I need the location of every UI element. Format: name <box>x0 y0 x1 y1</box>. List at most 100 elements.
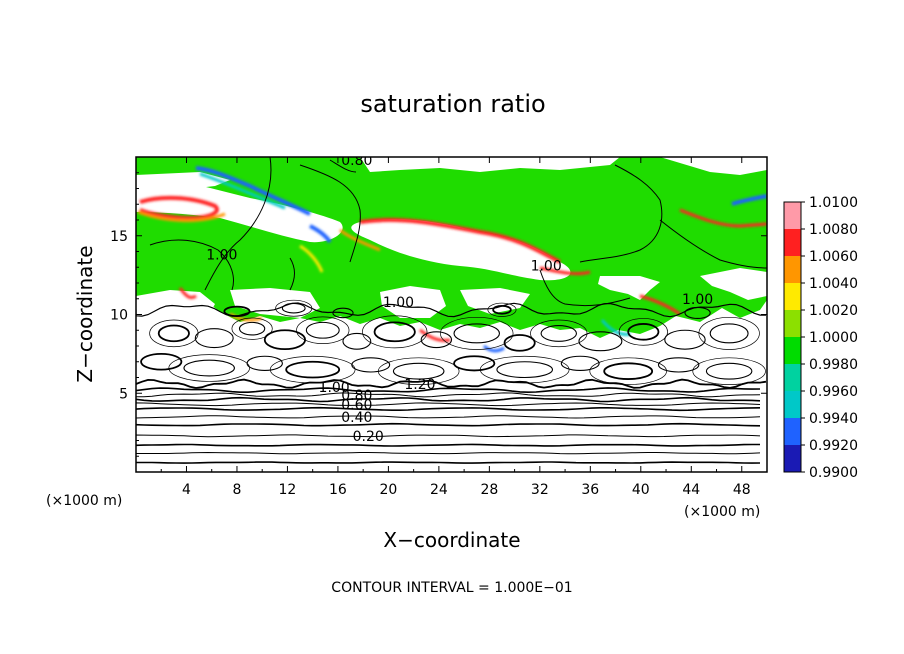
turbulent-contour-outer <box>377 357 460 385</box>
turbulent-contour <box>657 357 700 373</box>
turbulent-contour <box>503 334 536 352</box>
colorbar: 0.9900 0.9920 0.9940 0.9960 0.9980 1.0000 1.00… <box>783 195 858 481</box>
turbulent-contour <box>373 321 416 343</box>
stratified-contour-line <box>136 434 761 438</box>
colorbar-tick-label: 1.0100 <box>809 195 858 211</box>
colorbar-tick-label: 1.0060 <box>809 249 858 265</box>
turbulent-contour-outer <box>168 354 250 382</box>
y-tick-label: 15 <box>110 229 128 245</box>
fringe-red-1 <box>139 195 219 220</box>
axis-ticks <box>136 157 767 472</box>
contour-labels: 0.200.400.600.801.00 1.201.001.001.001.00… <box>206 153 713 445</box>
contour-line-upper-3 <box>579 164 663 263</box>
turbulent-contour <box>342 332 372 350</box>
contour-line-upper-4 <box>539 269 631 307</box>
x-tick-label: 16 <box>329 482 347 498</box>
colorbar-tick-label: 1.0020 <box>809 303 858 319</box>
turbulent-contour-outer <box>440 316 514 350</box>
colorbar-segment <box>784 391 801 418</box>
colorbar-tick-label: 0.9920 <box>809 438 858 454</box>
contour-label: 0.60 <box>341 397 372 413</box>
contour-line-upper-8 <box>329 159 357 173</box>
contour-interval-note: CONTOUR INTERVAL = 1.000E−01 <box>331 580 572 596</box>
stratified-contour-line <box>136 451 761 455</box>
turbulent-contour <box>578 331 623 352</box>
turbulent-contours <box>136 299 767 389</box>
saturation-fringes <box>137 166 767 353</box>
contour-line-upper-2 <box>299 164 361 263</box>
dry-patch-11 <box>460 288 530 314</box>
colorbar-segment <box>784 283 801 310</box>
turbulent-contour <box>627 323 660 341</box>
y-tick-label: 10 <box>110 308 128 324</box>
turbulent-contour <box>183 359 235 377</box>
plot-area: 0.200.400.600.801.00 1.201.001.001.001.00… <box>136 153 767 472</box>
contour-line-upper-6 <box>659 219 767 269</box>
turbulent-contour <box>351 357 391 373</box>
dry-patch-1 <box>360 157 620 172</box>
stratified-contour-line <box>136 415 761 419</box>
fringe-blue-2 <box>309 224 332 244</box>
dry-patch-6 <box>598 276 660 300</box>
contour-line-upper-7 <box>289 257 295 291</box>
y-axis-title: Z−coordinate <box>73 245 97 382</box>
colorbar-tick-label: 1.0080 <box>809 222 858 238</box>
colorbar-tick-label: 1.0040 <box>809 276 858 292</box>
turbulent-contour <box>194 328 234 349</box>
turbulent-contour-outer <box>698 316 760 350</box>
turbulent-contour <box>603 362 654 380</box>
x-tick-label: 44 <box>682 482 700 498</box>
turbulent-contour <box>496 361 554 379</box>
fringe-blue-3 <box>731 194 767 206</box>
stratified-contour-line <box>136 443 760 447</box>
fringe-red-5 <box>639 294 681 316</box>
fringe-red-4 <box>679 208 767 228</box>
contour-label: 0.80 <box>341 153 372 169</box>
stratified-contour-line <box>136 422 761 427</box>
colorbar-tick-label: 0.9960 <box>809 384 858 400</box>
colorbar-segment <box>784 445 801 472</box>
fringe-cyan-1 <box>199 172 286 210</box>
x-tick-label: 28 <box>480 482 498 498</box>
turbulent-contour <box>453 355 496 372</box>
fringe-red-6 <box>419 328 451 342</box>
colorbar-segment <box>784 364 801 391</box>
turbulent-contour <box>540 324 577 342</box>
turbulent-contour <box>420 331 453 349</box>
turbulent-contour <box>332 307 354 319</box>
dry-patch-8 <box>136 290 215 330</box>
turbulent-contour <box>453 323 501 344</box>
fringe-orange-1 <box>137 210 226 222</box>
fringe-red-2 <box>359 217 561 264</box>
turbulent-contour-outer <box>487 302 517 317</box>
stratified-contour-line <box>136 406 761 412</box>
turbulent-contour <box>157 324 190 343</box>
y-tick-label: 5 <box>119 386 128 402</box>
dry-patch-10 <box>380 286 446 318</box>
turbulent-contour-outer <box>296 316 350 344</box>
colorbar-segment <box>784 256 801 283</box>
stratified-contour-line <box>136 402 761 407</box>
stratified-contour-line <box>136 392 761 398</box>
colorbar-segment <box>784 310 801 337</box>
colorbar-tick-label: 1.0000 <box>809 330 858 346</box>
contour-label: 1.00 <box>383 295 414 311</box>
turbulent-contour <box>140 352 183 371</box>
dry-patch-9 <box>230 288 320 318</box>
contour-label: 1.00 <box>319 380 350 396</box>
x-tick-label: 40 <box>632 482 650 498</box>
turbulent-contour <box>246 355 283 371</box>
saturation-field <box>136 157 767 338</box>
turbulent-contour <box>238 321 266 336</box>
turbulent-contour <box>305 321 340 339</box>
contour-label: 0.20 <box>353 429 384 445</box>
cloud-base-contour-line <box>136 302 767 318</box>
colorbar-tick-label: 0.9940 <box>809 411 858 427</box>
fringe-cyan-2 <box>600 319 631 336</box>
x-tick-label: 12 <box>279 482 297 498</box>
dry-patch-7 <box>700 268 767 300</box>
fringe-red-3 <box>539 266 591 276</box>
boundary-contour-line <box>136 378 767 389</box>
turbulent-contour-outer <box>589 357 667 385</box>
contour-label: 1.20 <box>404 377 435 393</box>
